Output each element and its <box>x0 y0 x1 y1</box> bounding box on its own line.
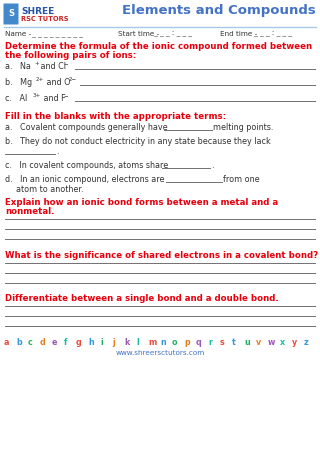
Text: .: . <box>56 147 59 156</box>
Text: b.   Mg: b. Mg <box>5 78 32 87</box>
Text: f: f <box>64 338 68 347</box>
Text: j: j <box>112 338 115 347</box>
Text: from one: from one <box>223 175 260 184</box>
Text: r: r <box>208 338 212 347</box>
Text: melting points.: melting points. <box>213 123 273 132</box>
Text: What is the significance of shared electrons in a covalent bond?: What is the significance of shared elect… <box>5 251 318 260</box>
Text: nonmetal.: nonmetal. <box>5 207 54 216</box>
Text: m: m <box>148 338 156 347</box>
Text: and O: and O <box>44 78 70 87</box>
Text: k: k <box>124 338 129 347</box>
Text: RSC TUTORS: RSC TUTORS <box>21 16 68 22</box>
Text: and F: and F <box>41 94 66 103</box>
Text: c: c <box>28 338 33 347</box>
Text: 2+: 2+ <box>36 77 44 82</box>
Text: g: g <box>76 338 82 347</box>
Text: s: s <box>220 338 225 347</box>
Text: c.   In covalent compounds, atoms share: c. In covalent compounds, atoms share <box>5 161 168 170</box>
Text: e: e <box>52 338 58 347</box>
Text: Differentiate between a single bond and a double bond.: Differentiate between a single bond and … <box>5 294 279 303</box>
Text: p: p <box>184 338 190 347</box>
Text: S: S <box>8 10 14 19</box>
Text: q: q <box>196 338 202 347</box>
Text: Fill in the blanks with the appropriate terms:: Fill in the blanks with the appropriate … <box>5 112 226 121</box>
Text: and Cl: and Cl <box>38 62 66 71</box>
Text: o: o <box>172 338 178 347</box>
Text: 3+: 3+ <box>33 93 41 98</box>
Text: _ _ _ : _ _ _: _ _ _ : _ _ _ <box>152 31 192 37</box>
Text: i: i <box>100 338 103 347</box>
Text: b.   They do not conduct electricity in any state because they lack: b. They do not conduct electricity in an… <box>5 137 271 146</box>
Text: _ _ _ : _ _ _: _ _ _ : _ _ _ <box>252 31 292 37</box>
FancyBboxPatch shape <box>4 4 19 25</box>
Text: Explain how an ionic bond forms between a metal and a: Explain how an ionic bond forms between … <box>5 198 278 207</box>
Text: v: v <box>256 338 261 347</box>
Text: End time -: End time - <box>220 31 257 37</box>
Text: w: w <box>268 338 276 347</box>
Text: Determine the formula of the ionic compound formed between: Determine the formula of the ionic compo… <box>5 42 312 51</box>
Text: d: d <box>40 338 46 347</box>
Text: c.   Al: c. Al <box>5 94 27 103</box>
Text: −: − <box>63 61 68 66</box>
Text: a: a <box>4 338 10 347</box>
Text: 2−: 2− <box>69 77 77 82</box>
Text: Name -: Name - <box>5 31 31 37</box>
Text: h: h <box>88 338 94 347</box>
Text: www.shreersctutors.com: www.shreersctutors.com <box>116 350 204 356</box>
Text: the following pairs of ions:: the following pairs of ions: <box>5 51 136 60</box>
Text: x: x <box>280 338 285 347</box>
Text: .: . <box>211 161 213 170</box>
Text: l: l <box>136 338 139 347</box>
Text: +: + <box>34 61 39 66</box>
Text: −: − <box>63 93 68 98</box>
Text: t: t <box>232 338 236 347</box>
Text: z: z <box>304 338 309 347</box>
Text: a.   Na: a. Na <box>5 62 31 71</box>
Text: SHREE: SHREE <box>21 7 54 16</box>
Text: atom to another.: atom to another. <box>16 185 84 194</box>
Text: Elements and Compounds: Elements and Compounds <box>122 4 316 17</box>
Text: Start time -: Start time - <box>118 31 159 37</box>
Text: b: b <box>16 338 22 347</box>
Text: a.   Covalent compounds generally have: a. Covalent compounds generally have <box>5 123 168 132</box>
Text: y: y <box>292 338 297 347</box>
Text: n: n <box>160 338 166 347</box>
Text: _ _ _ _ _ _ _ _ _: _ _ _ _ _ _ _ _ _ <box>30 31 83 37</box>
Text: d.   In an ionic compound, electrons are: d. In an ionic compound, electrons are <box>5 175 164 184</box>
Text: u: u <box>244 338 250 347</box>
